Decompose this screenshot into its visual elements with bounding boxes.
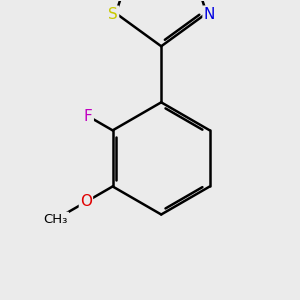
Text: N: N	[204, 7, 215, 22]
Text: S: S	[108, 7, 118, 22]
Text: O: O	[80, 194, 92, 209]
Text: CH₃: CH₃	[44, 213, 68, 226]
Text: F: F	[84, 109, 93, 124]
